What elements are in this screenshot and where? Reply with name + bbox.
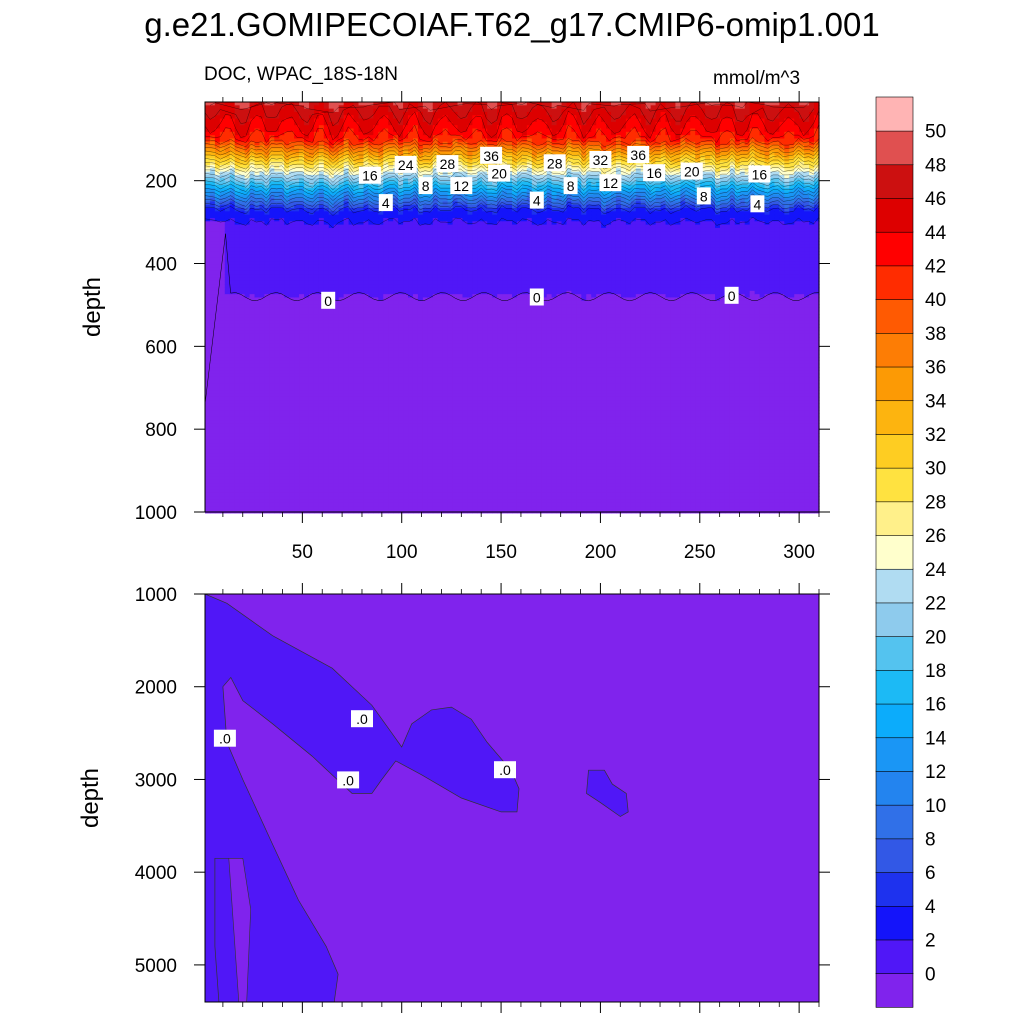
contour-cell [319,510,325,514]
contour-cell [250,510,256,514]
contour-cell [368,510,374,514]
contour-cell [294,510,300,514]
contour-cell [339,510,345,514]
contour-cell [235,510,241,514]
contour-cell [309,510,315,514]
contour-cell [344,510,350,514]
contour-cell [388,510,394,514]
contour-cell [373,510,379,514]
contour-cell [383,510,389,514]
contour-cell [324,510,330,514]
contour-cell [289,510,295,514]
contour-cell [393,510,399,514]
contour-cell [349,510,355,514]
upper-depth-section: 50 100 150 200 250 3002004006008001000depth36… [79,91,830,563]
contour-cell [378,510,384,514]
contour-cell [245,510,251,514]
contour-cell [210,510,216,514]
contour-cell [304,510,310,514]
contour-cell [299,510,305,514]
contour-cell [255,510,261,514]
contour-cell [398,510,404,514]
contour-cell [329,510,335,514]
contour-cell [284,510,290,514]
contour-cell [354,510,360,514]
contour-cell [269,510,275,514]
contour-cell [359,510,365,514]
contour-cell [215,510,221,514]
contour-cell [363,510,369,514]
contour-cell [264,510,270,514]
contour-cell [274,510,280,514]
contour-cell [314,510,320,514]
contour-cell [225,510,231,514]
contour-cell [279,510,285,514]
contour-cell [334,510,340,514]
contour-cell [230,510,236,514]
contour-cell [205,510,211,514]
